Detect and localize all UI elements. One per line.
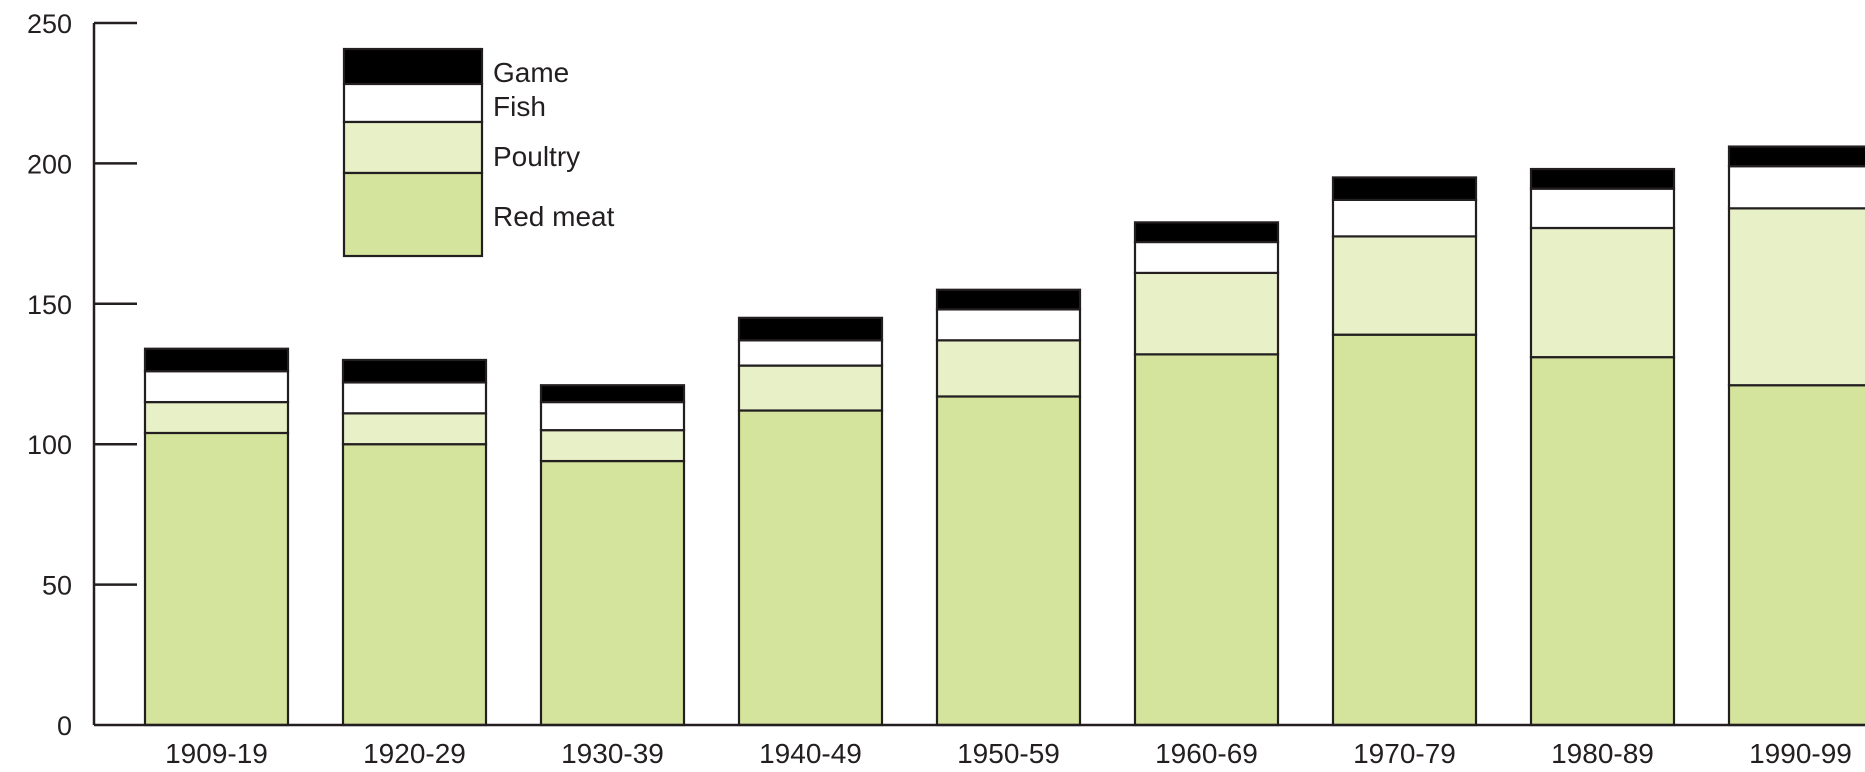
y-tick-label-100: 100	[27, 430, 72, 460]
legend-swatch-red-meat	[342, 171, 484, 258]
x-axis-labels: 1909-19 1920-29 1930-39 1940-49 1950-59 1960-…	[165, 738, 1852, 769]
legend-label-red-meat: Red meat	[493, 201, 615, 232]
bar-red-meat-1920-29	[341, 443, 488, 727]
bar-group-1920-29	[341, 358, 488, 727]
bar-game-1940-49	[737, 316, 884, 342]
bar-red-meat-1930-39	[539, 459, 686, 727]
x-tick-label-1980-89: 1980-89	[1551, 738, 1654, 767]
bar-group-1970-79	[1331, 176, 1478, 727]
bar-fish-1940-49	[737, 339, 884, 367]
legend-label-game: Game	[493, 57, 569, 88]
bar-red-meat-1960-69	[1133, 353, 1280, 727]
bar-fish-1960-69	[1133, 240, 1280, 275]
bar-poultry-1990-99	[1727, 207, 1865, 387]
bar-poultry-1970-79	[1331, 235, 1478, 336]
bar-fish-1990-99	[1727, 165, 1865, 210]
y-tick-label-250: 250	[27, 9, 72, 39]
bar-fish-1970-79	[1331, 198, 1478, 238]
bar-poultry-1940-49	[737, 364, 884, 412]
bar-red-meat-1940-49	[737, 409, 884, 727]
legend-swatch-fish	[342, 82, 484, 124]
bar-group-1909-19	[143, 347, 290, 727]
bar-red-meat-1990-99	[1727, 384, 1865, 727]
bar-poultry-1920-29	[341, 412, 488, 446]
x-tick-label-1990-99: 1990-99	[1749, 738, 1852, 767]
x-tick-label-1920-29: 1920-29	[363, 738, 466, 767]
bar-fish-1909-19	[143, 370, 290, 404]
bar-red-meat-1909-19	[143, 431, 290, 727]
legend-swatch-game	[342, 47, 484, 86]
x-tick-label-1960-69: 1960-69	[1155, 738, 1258, 767]
bar-group-1990-99	[1727, 145, 1865, 727]
bar-fish-1950-59	[935, 308, 1082, 342]
y-tick-label-200: 200	[27, 149, 72, 179]
x-tick-label-1950-59: 1950-59	[957, 738, 1060, 767]
bar-poultry-1909-19	[143, 400, 290, 435]
bar-group-1930-39	[539, 384, 686, 727]
bar-group-1940-49	[737, 316, 884, 727]
bar-game-1980-89	[1529, 167, 1676, 190]
y-axis: 0 50 100 150 200 250	[27, 9, 1865, 741]
bar-group-1950-59	[935, 288, 1082, 727]
bar-game-1930-39	[539, 384, 686, 404]
legend-swatch-poultry	[342, 120, 484, 175]
x-tick-label-1930-39: 1930-39	[561, 738, 664, 767]
bar-game-1960-69	[1133, 221, 1280, 244]
bar-red-meat-1970-79	[1331, 333, 1478, 727]
bar-poultry-1950-59	[935, 339, 1082, 398]
legend-label-poultry: Poultry	[493, 141, 580, 172]
bar-game-1970-79	[1331, 176, 1478, 202]
bar-red-meat-1950-59	[935, 395, 1082, 727]
bar-fish-1930-39	[539, 400, 686, 432]
bar-fish-1980-89	[1529, 187, 1676, 230]
bar-game-1950-59	[935, 288, 1082, 311]
bar-game-1990-99	[1727, 145, 1865, 168]
bar-poultry-1980-89	[1529, 226, 1676, 359]
bar-game-1920-29	[341, 358, 488, 384]
y-tick-label-50: 50	[42, 571, 72, 601]
bar-group-1980-89	[1529, 167, 1676, 727]
bar-group-1960-69	[1133, 221, 1280, 727]
bars-layer	[143, 145, 1865, 727]
bar-fish-1920-29	[341, 381, 488, 415]
bar-red-meat-1980-89	[1529, 356, 1676, 727]
x-tick-label-1940-49: 1940-49	[759, 738, 862, 767]
y-tick-label-150: 150	[27, 290, 72, 320]
y-tick-label-0: 0	[57, 711, 72, 741]
bar-game-1909-19	[143, 347, 290, 373]
legend-label-fish: Fish	[493, 91, 546, 122]
x-tick-label-1909-19: 1909-19	[165, 738, 268, 767]
x-tick-label-1970-79: 1970-79	[1353, 738, 1456, 767]
bar-poultry-1930-39	[539, 429, 686, 463]
bar-poultry-1960-69	[1133, 271, 1280, 356]
